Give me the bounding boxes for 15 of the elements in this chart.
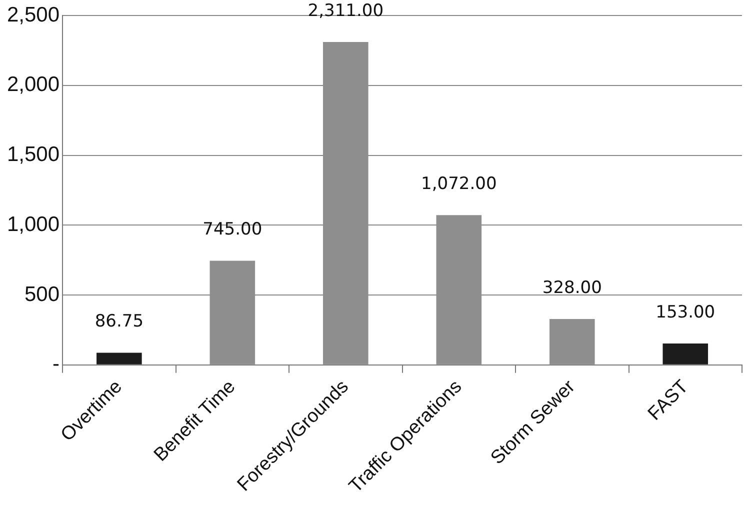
data-label: 1,072.00 [421, 174, 497, 194]
data-label: 86.75 [94, 312, 144, 332]
y-tick-label: 1,500 [6, 143, 60, 166]
bar [96, 352, 142, 364]
bar [549, 319, 595, 364]
y-tick-label: 2,000 [6, 73, 60, 96]
data-label: 328.00 [542, 278, 602, 298]
data-label: 2,311.00 [308, 0, 384, 21]
bar [662, 343, 708, 364]
y-tick-label: 1,000 [6, 212, 60, 236]
data-label: 745.00 [202, 220, 262, 240]
y-tick-label: 2,500 [6, 3, 60, 26]
y-tick-label: 500 [24, 282, 60, 306]
data-label: 153.00 [656, 302, 716, 322]
y-tick-label: - [52, 352, 60, 376]
